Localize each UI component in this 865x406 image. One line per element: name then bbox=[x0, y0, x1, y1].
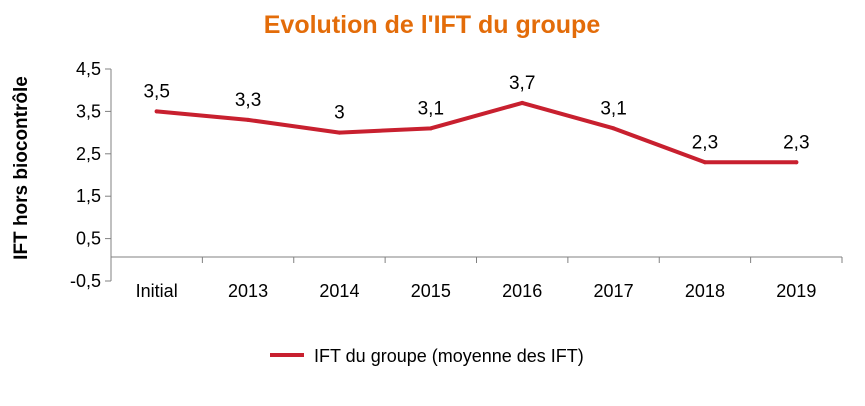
y-axis: 4,5 3,5 2,5 1,5 0,5 -0,5 bbox=[70, 59, 112, 291]
data-labels: 3,5 3,3 3 3,1 3,7 3,1 2,3 2,3 bbox=[143, 73, 809, 153]
legend: IFT du groupe (moyenne des IFT) bbox=[270, 346, 584, 366]
y-tick-label: 4,5 bbox=[76, 59, 101, 79]
y-tick-label: 0,5 bbox=[76, 229, 101, 249]
y-axis-label: IFT hors biocontrôle bbox=[11, 76, 32, 260]
chart-title: Evolution de l'IFT du groupe bbox=[264, 11, 601, 39]
data-point bbox=[428, 126, 433, 131]
data-label: 2,3 bbox=[692, 132, 718, 153]
data-label: 3,5 bbox=[143, 81, 169, 102]
data-label: 3,7 bbox=[509, 73, 535, 94]
data-label: 3 bbox=[334, 103, 345, 124]
x-tick-label: 2015 bbox=[411, 281, 451, 301]
data-point bbox=[520, 100, 525, 105]
x-tick-label: 2019 bbox=[776, 281, 816, 301]
series-layer bbox=[154, 100, 799, 165]
x-tick-label: 2018 bbox=[685, 281, 725, 301]
x-tick-label: 2017 bbox=[594, 281, 634, 301]
x-axis: Initial 2013 2014 2015 2016 2017 2018 2019 bbox=[110, 256, 843, 301]
data-point bbox=[611, 126, 616, 131]
y-tick-label: 1,5 bbox=[76, 186, 101, 206]
y-tick-label: -0,5 bbox=[70, 271, 101, 291]
data-label: 3,3 bbox=[235, 90, 261, 111]
data-point bbox=[154, 109, 159, 114]
x-tick-label: 2013 bbox=[228, 281, 268, 301]
data-point bbox=[246, 117, 251, 122]
data-point bbox=[337, 130, 342, 135]
data-label: 2,3 bbox=[783, 132, 809, 153]
data-point bbox=[794, 160, 799, 165]
x-tick-label: Initial bbox=[136, 281, 178, 301]
y-tick-label: 2,5 bbox=[76, 144, 101, 164]
data-point bbox=[702, 160, 707, 165]
data-label: 3,1 bbox=[418, 98, 444, 119]
data-label: 3,1 bbox=[600, 98, 626, 119]
legend-label: IFT du groupe (moyenne des IFT) bbox=[314, 346, 584, 366]
y-tick-label: 3,5 bbox=[76, 101, 101, 121]
series-line bbox=[154, 100, 799, 165]
x-tick-label: 2016 bbox=[502, 281, 542, 301]
x-tick-label: 2014 bbox=[319, 281, 359, 301]
